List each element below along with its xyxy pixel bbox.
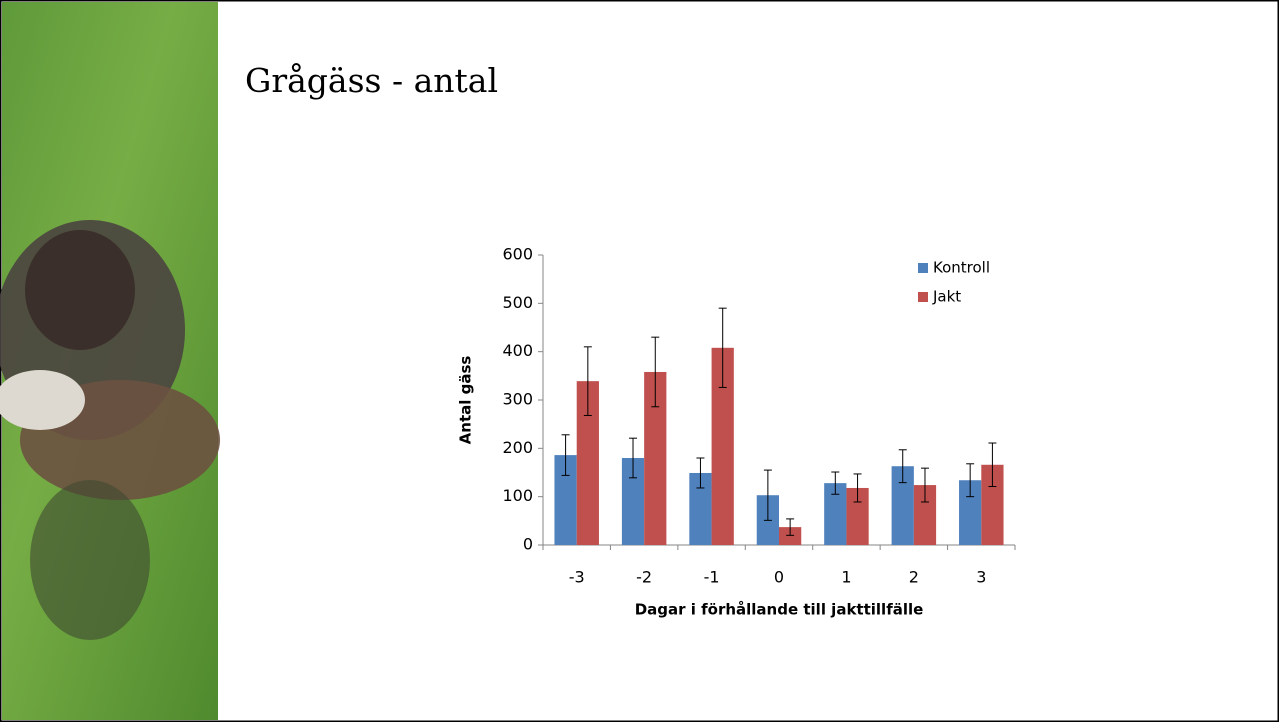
x-tick-label: -1 xyxy=(704,568,720,587)
y-tick-label: 0 xyxy=(523,535,533,554)
bar xyxy=(913,485,937,545)
bar xyxy=(981,464,1004,545)
x-tick-label: -3 xyxy=(569,568,585,587)
legend-label: Jakt xyxy=(932,288,961,306)
legend-swatch xyxy=(918,292,928,302)
slide-title: Grågäss - antal xyxy=(245,61,498,100)
x-tick-label: -2 xyxy=(636,568,652,587)
bar xyxy=(711,347,734,545)
legend-label: Kontroll xyxy=(933,259,990,277)
bar xyxy=(554,455,577,545)
bar xyxy=(689,472,712,545)
x-tick-label: 0 xyxy=(774,568,784,587)
y-tick-label: 200 xyxy=(502,438,533,457)
x-tick-label: 3 xyxy=(976,568,986,587)
y-tick-label: 600 xyxy=(502,245,533,264)
x-axis-label: Dagar i förhållande till jakttillfälle xyxy=(635,601,924,619)
y-axis-label: Antal gäss xyxy=(457,356,475,445)
x-tick-label: 2 xyxy=(909,568,919,587)
bar xyxy=(846,487,869,545)
y-tick-label: 100 xyxy=(502,486,533,505)
y-tick-label: 500 xyxy=(502,293,533,312)
y-tick-label: 300 xyxy=(502,390,533,409)
bar xyxy=(621,458,645,545)
legend-swatch xyxy=(918,263,928,273)
bar xyxy=(959,480,982,545)
bar xyxy=(644,371,667,545)
x-tick-label: 1 xyxy=(841,568,851,587)
bar xyxy=(891,466,914,545)
photo xyxy=(0,2,220,720)
bar xyxy=(779,527,802,545)
bar xyxy=(824,483,847,545)
y-tick-label: 400 xyxy=(502,341,533,360)
bar xyxy=(576,381,599,545)
